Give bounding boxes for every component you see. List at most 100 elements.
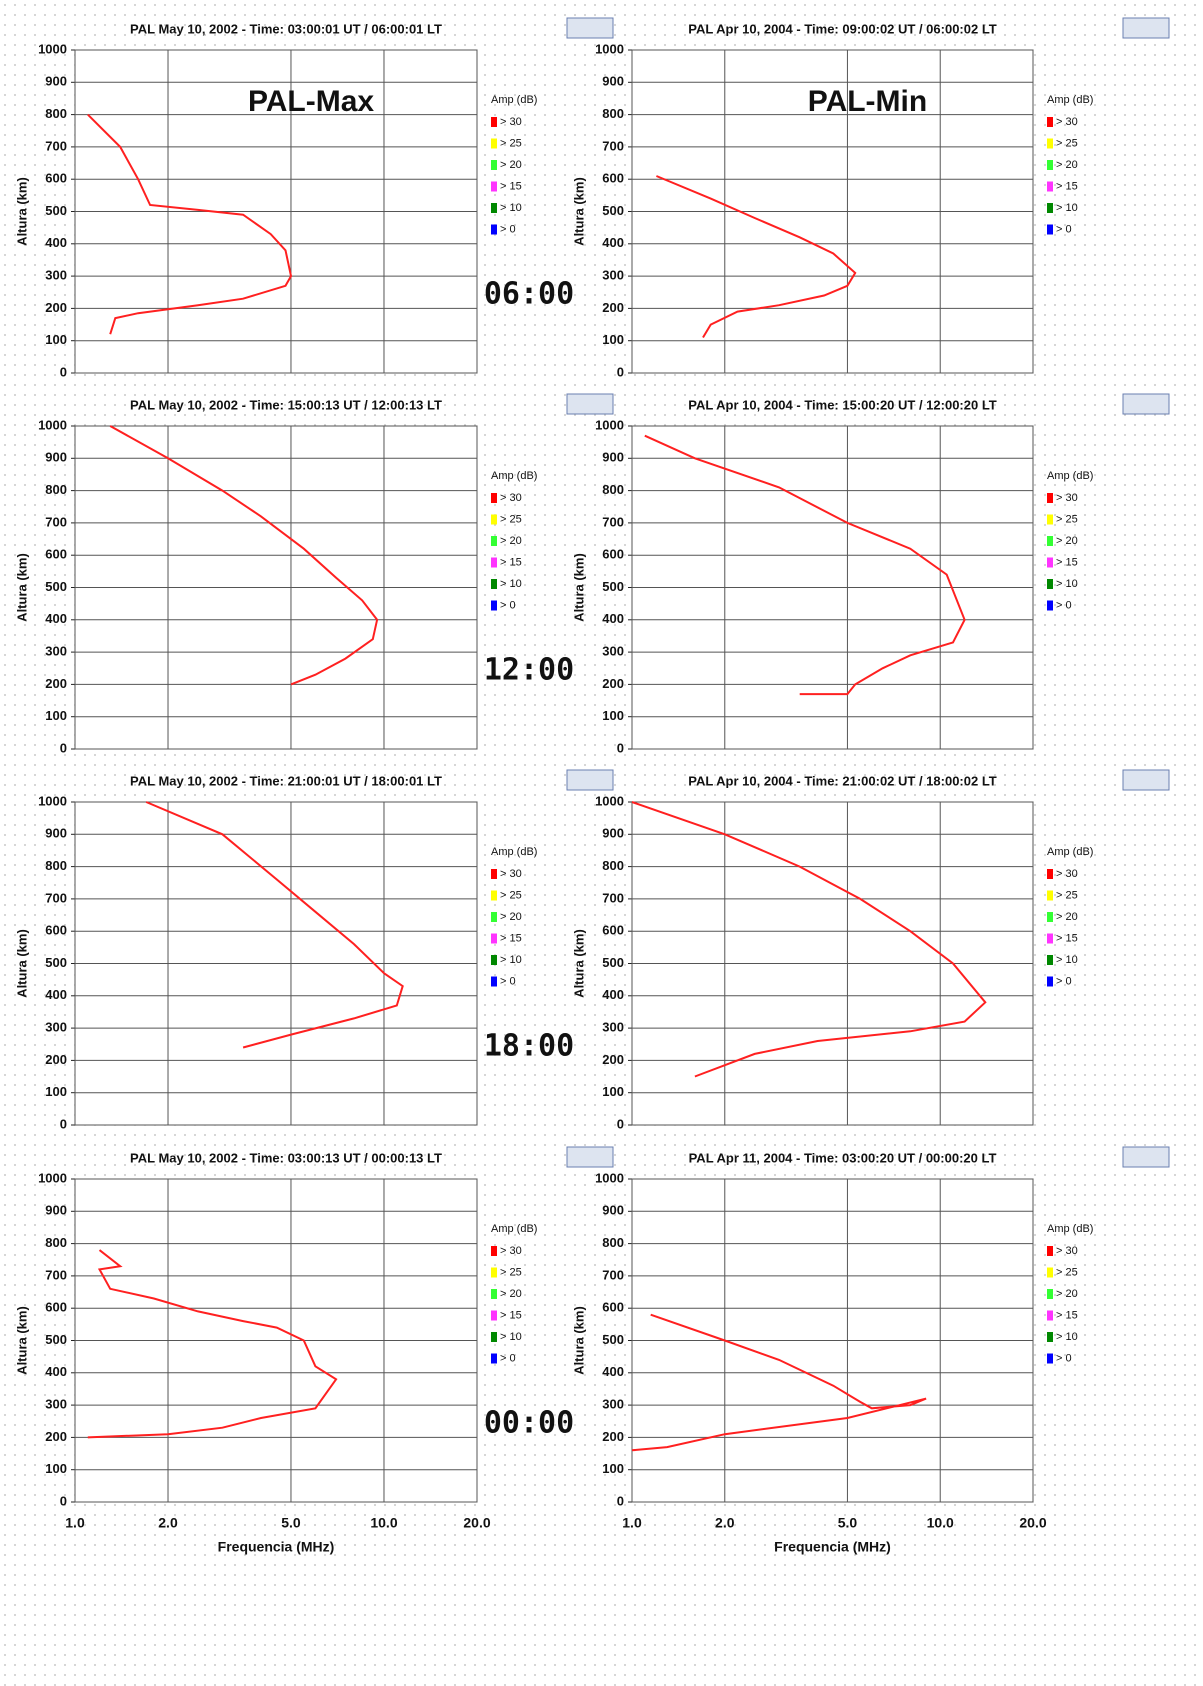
legend-swatch xyxy=(491,1267,497,1278)
legend-label: > 25 xyxy=(1056,513,1078,525)
legend-label: > 25 xyxy=(1056,1266,1078,1278)
legend-swatch xyxy=(491,890,497,901)
y-tick-label: 800 xyxy=(602,858,624,873)
legend-title: Amp (dB) xyxy=(1047,94,1093,106)
legend-label: > 30 xyxy=(1056,868,1078,880)
legend-swatch xyxy=(1047,160,1053,170)
legend-swatch xyxy=(491,912,497,922)
y-tick-label: 0 xyxy=(60,364,67,379)
legend-swatch xyxy=(1047,955,1053,965)
legend-label: > 20 xyxy=(1056,159,1078,171)
legend-swatch xyxy=(1047,1310,1053,1321)
legend-label: > 30 xyxy=(1056,492,1078,504)
y-axis-label: Altura (km) xyxy=(14,177,29,246)
y-tick-label: 1000 xyxy=(595,1170,624,1185)
x-tick-label: 20.0 xyxy=(1019,1515,1046,1531)
y-tick-label: 100 xyxy=(602,332,624,347)
legend-label: > 25 xyxy=(1056,137,1078,149)
legend-title: Amp (dB) xyxy=(1047,846,1093,858)
y-tick-label: 500 xyxy=(45,203,67,218)
y-tick-label: 600 xyxy=(45,923,67,938)
x-tick-label: 1.0 xyxy=(622,1515,642,1531)
x-tick-label: 1.0 xyxy=(65,1515,85,1531)
legend-label: > 0 xyxy=(1056,975,1072,987)
y-tick-label: 500 xyxy=(602,1332,624,1347)
legend-label: > 20 xyxy=(1056,535,1078,547)
x-tick-label: 20.0 xyxy=(463,1515,490,1531)
legend-swatch xyxy=(491,203,497,213)
y-tick-label: 400 xyxy=(602,987,624,1002)
legend-swatch xyxy=(491,557,497,568)
legend-swatch xyxy=(1047,912,1053,922)
legend-swatch xyxy=(491,869,497,879)
y-tick-label: 500 xyxy=(602,579,624,594)
y-tick-label: 900 xyxy=(45,74,67,89)
x-tick-label: 10.0 xyxy=(927,1515,954,1531)
y-tick-label: 1000 xyxy=(38,1170,67,1185)
legend-label: > 0 xyxy=(500,599,516,611)
legend-label: > 30 xyxy=(500,868,522,880)
x-tick-label: 5.0 xyxy=(838,1515,858,1531)
legend-swatch xyxy=(491,976,497,987)
y-tick-label: 0 xyxy=(617,1493,624,1508)
y-tick-label: 100 xyxy=(45,332,67,347)
legend-swatch xyxy=(491,1310,497,1321)
legend-label: > 0 xyxy=(1056,599,1072,611)
y-tick-label: 400 xyxy=(45,611,67,626)
chart-title: PAL May 10, 2002 - Time: 15:00:13 UT / 1… xyxy=(130,397,442,412)
legend-swatch xyxy=(1047,181,1053,192)
y-tick-label: 1000 xyxy=(38,41,67,56)
legend-label: > 25 xyxy=(500,137,522,149)
legend-label: > 0 xyxy=(1056,1352,1072,1364)
legend-swatch xyxy=(491,117,497,127)
y-tick-label: 400 xyxy=(45,235,67,250)
chart-title: PAL May 10, 2002 - Time: 21:00:01 UT / 1… xyxy=(130,773,442,788)
time-label: 12:00 xyxy=(484,653,574,688)
y-tick-label: 100 xyxy=(45,1461,67,1476)
logo xyxy=(566,393,614,415)
x-tick-label: 10.0 xyxy=(370,1515,397,1531)
y-tick-label: 600 xyxy=(602,171,624,186)
y-tick-label: 200 xyxy=(602,300,624,315)
y-tick-label: 800 xyxy=(45,482,67,497)
y-tick-label: 800 xyxy=(45,106,67,121)
chart-title: PAL Apr 10, 2004 - Time: 21:00:02 UT / 1… xyxy=(688,773,997,788)
panel-annotation: PAL-Max xyxy=(248,85,374,118)
logo xyxy=(1122,769,1170,791)
y-axis-label: Altura (km) xyxy=(14,929,29,998)
legend-label: > 20 xyxy=(500,1288,522,1300)
legend-title: Amp (dB) xyxy=(1047,1223,1093,1235)
y-tick-label: 900 xyxy=(45,826,67,841)
legend-swatch xyxy=(1047,203,1053,213)
legend-label: > 15 xyxy=(1056,932,1078,944)
y-tick-label: 0 xyxy=(617,1116,624,1131)
y-tick-label: 600 xyxy=(602,547,624,562)
legend-swatch xyxy=(491,600,497,611)
legend-swatch xyxy=(491,1246,497,1256)
y-tick-label: 300 xyxy=(602,1397,624,1412)
chart-title: PAL May 10, 2002 - Time: 03:00:01 UT / 0… xyxy=(130,21,442,36)
y-tick-label: 900 xyxy=(602,1203,624,1218)
x-axis-label: Frequencia (MHz) xyxy=(774,1539,891,1555)
y-tick-label: 600 xyxy=(45,1300,67,1315)
y-tick-label: 400 xyxy=(45,987,67,1002)
y-tick-label: 600 xyxy=(602,923,624,938)
y-axis-label: Altura (km) xyxy=(571,929,586,998)
legend-swatch xyxy=(491,160,497,170)
profile-line xyxy=(109,425,379,686)
y-axis-label: Altura (km) xyxy=(14,1306,29,1375)
legend-label: > 15 xyxy=(500,1309,522,1321)
legend-swatch xyxy=(491,181,497,192)
legend-label: > 30 xyxy=(500,1245,522,1257)
y-tick-label: 600 xyxy=(45,171,67,186)
legend-label: > 10 xyxy=(1056,954,1078,966)
legend-label: > 30 xyxy=(500,492,522,504)
y-tick-label: 200 xyxy=(45,676,67,691)
y-tick-label: 100 xyxy=(602,708,624,723)
legend-swatch xyxy=(1047,1289,1053,1299)
legend-label: > 0 xyxy=(500,975,516,987)
y-tick-label: 700 xyxy=(602,514,624,529)
y-tick-label: 200 xyxy=(602,676,624,691)
profile-line xyxy=(644,434,966,696)
y-tick-label: 900 xyxy=(602,450,624,465)
